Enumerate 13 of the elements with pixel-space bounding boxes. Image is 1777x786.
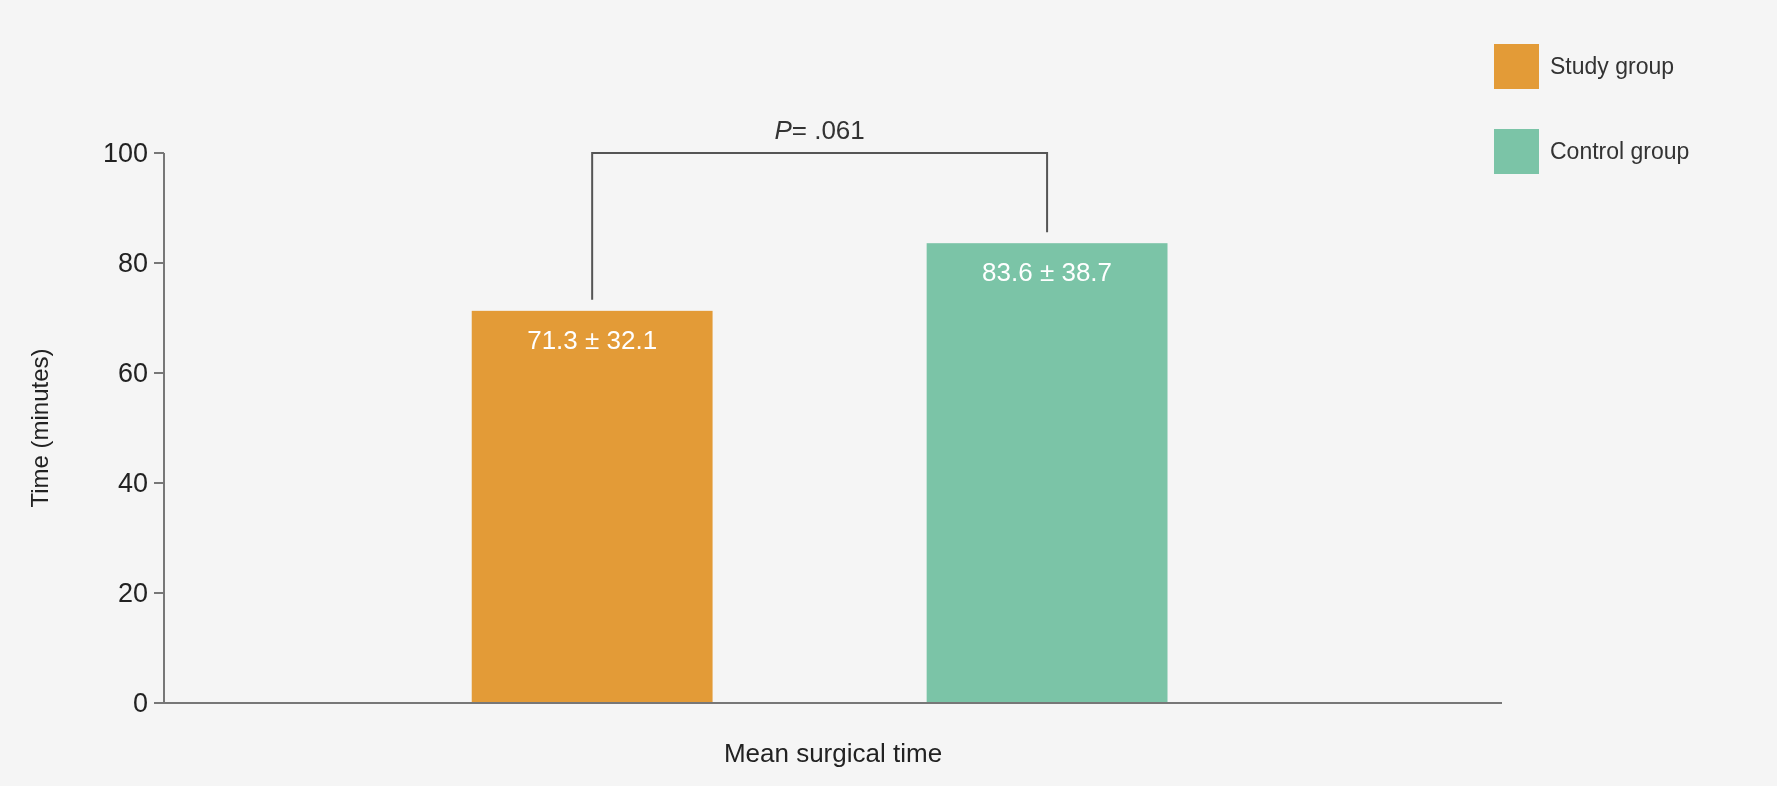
y-tick-label: 40 [117, 468, 148, 499]
y-tick-label: 100 [102, 138, 148, 169]
legend-label: Study group [1550, 53, 1675, 79]
data-label: 71.3 ± 32.1 [527, 324, 658, 355]
y-tick-label: 60 [117, 358, 148, 389]
data-label: 83.6 ± 38.7 [982, 257, 1113, 288]
y-axis-title: Time (minutes) [26, 348, 53, 508]
y-tick-label: 80 [117, 248, 148, 279]
x-tick-label: Mean surgical time [723, 738, 943, 768]
y-tick-label: 0 [132, 688, 148, 719]
text: P= .061 [774, 115, 865, 145]
y-tick-label: 20 [117, 578, 148, 609]
legend-label: Control group [1550, 138, 1690, 164]
